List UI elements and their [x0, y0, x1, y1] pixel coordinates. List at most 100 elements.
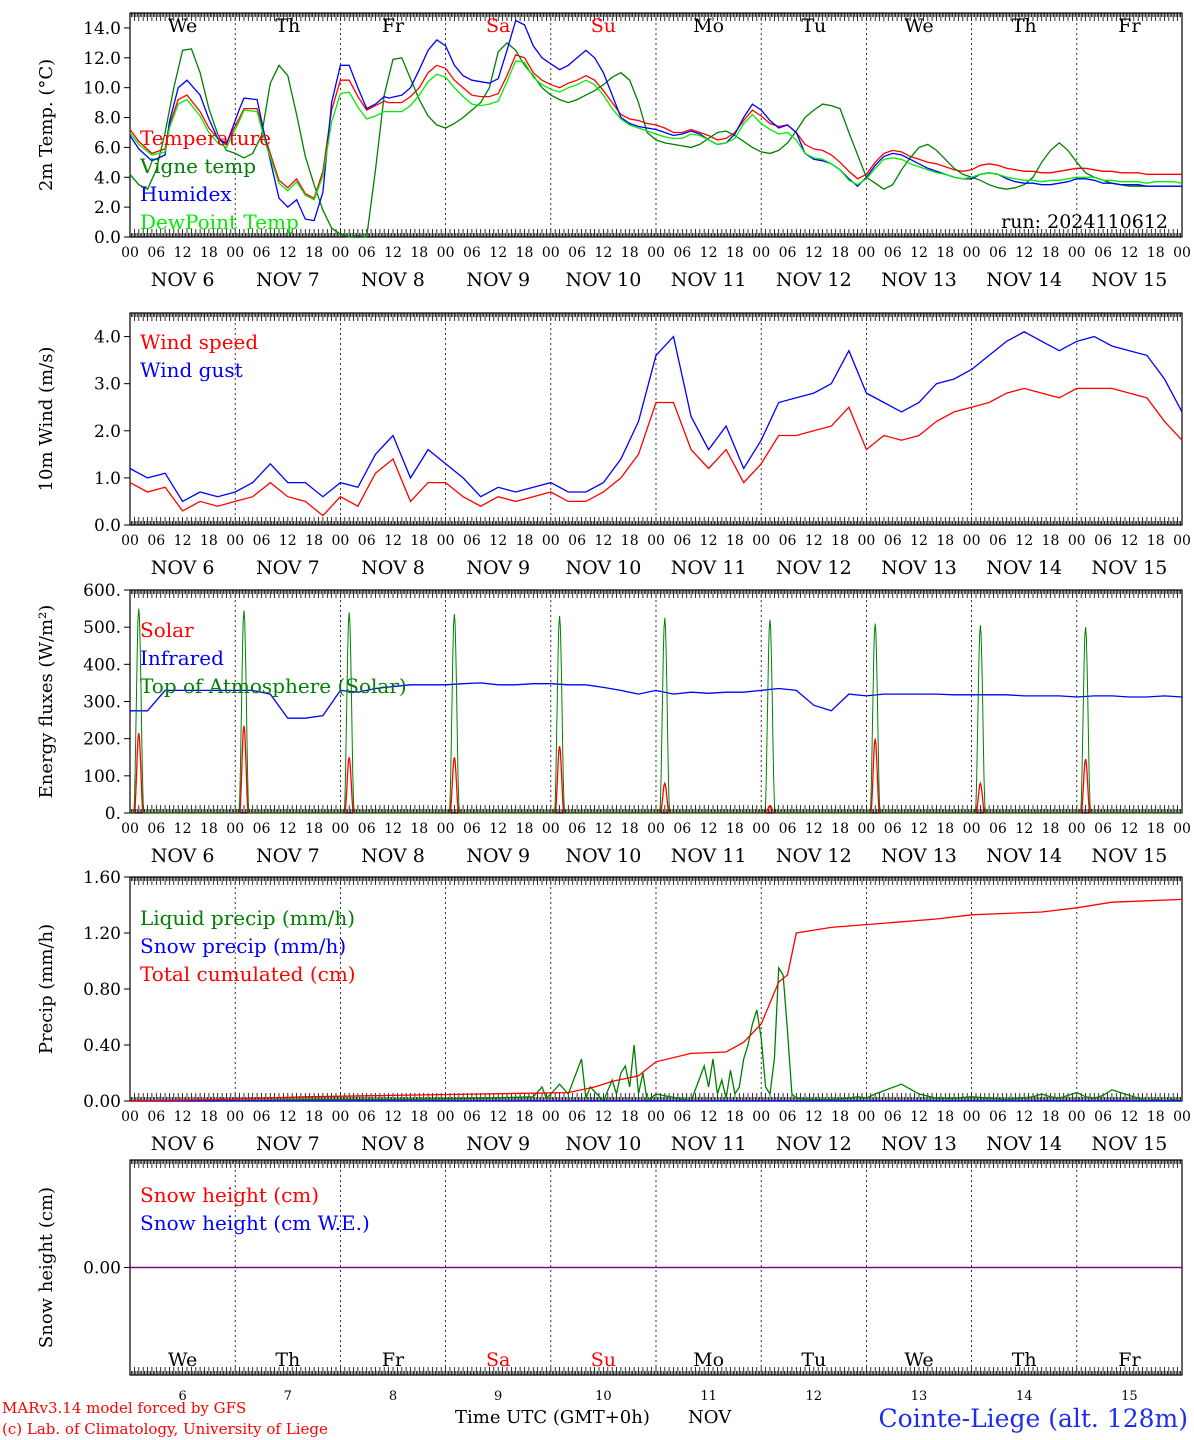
y-tick-label: 200. [83, 730, 121, 750]
hour-tick-label: 12 [489, 821, 507, 837]
hour-tick-label: 06 [253, 533, 271, 549]
hour-tick-label: 18 [1042, 821, 1060, 837]
hour-tick-label: 18 [726, 1109, 744, 1125]
hour-tick-label: 06 [779, 533, 797, 549]
hour-tick-label: 12 [279, 821, 297, 837]
hour-tick-label: 00 [1068, 821, 1086, 837]
hour-tick-label: 18 [621, 1109, 639, 1125]
hour-tick-label: 12 [279, 245, 297, 261]
hour-tick-label: 00 [647, 821, 665, 837]
hour-tick-label: 00 [857, 533, 875, 549]
hour-tick-label: 12 [910, 1109, 928, 1125]
hour-tick-label: 06 [147, 1109, 165, 1125]
hour-tick-label: 06 [568, 821, 586, 837]
date-label: NOV 13 [881, 269, 957, 291]
date-label: NOV 9 [466, 557, 530, 579]
y-axis-label: Energy fluxes (W/m²) [36, 605, 57, 799]
date-label: NOV 11 [671, 1133, 747, 1155]
date-label: NOV 15 [1091, 557, 1167, 579]
hour-tick-label: 12 [700, 245, 718, 261]
weekday-label-bottom: Th [275, 1349, 300, 1371]
hour-tick-label: 18 [410, 821, 428, 837]
hour-tick-label: 12 [1120, 245, 1138, 261]
legend-entry: Total cumulated (cm) [140, 962, 356, 986]
weekday-label-bottom: Su [591, 1349, 616, 1371]
legend-entry: Top of Atmosphere (Solar) [140, 674, 407, 698]
hour-tick-label: 00 [963, 821, 981, 837]
hour-tick-label: 12 [1120, 1109, 1138, 1125]
y-tick-label: 10.0 [83, 79, 121, 99]
legend-entry: Temperature [140, 126, 271, 150]
y-tick-label: 8.0 [94, 109, 121, 129]
hour-tick-label: 12 [910, 821, 928, 837]
weekday-label-bottom: Th [1012, 1349, 1037, 1371]
date-label: NOV 10 [565, 557, 641, 579]
y-tick-label: 0.0 [94, 516, 121, 536]
hour-tick-label: 18 [410, 245, 428, 261]
hour-tick-label: 00 [963, 533, 981, 549]
hour-tick-label: 12 [1015, 533, 1033, 549]
hour-tick-label: 12 [489, 533, 507, 549]
hour-tick-label: 06 [989, 1109, 1007, 1125]
date-label: NOV 8 [361, 845, 425, 867]
date-label: NOV 13 [881, 1133, 957, 1155]
hour-tick-label: 12 [174, 533, 192, 549]
y-tick-label: 14.0 [83, 19, 121, 39]
weekday-label-top: Tu [801, 15, 826, 37]
hour-tick-label: 06 [568, 245, 586, 261]
date-label: NOV 14 [986, 1133, 1062, 1155]
hour-tick-label: 00 [752, 1109, 770, 1125]
date-label: NOV 13 [881, 557, 957, 579]
y-tick-label: 2.0 [94, 422, 121, 442]
hour-tick-label: 00 [121, 1109, 139, 1125]
hour-tick-label: 12 [1015, 821, 1033, 837]
day-number-label: 10 [595, 1389, 612, 1404]
hour-tick-label: 06 [673, 533, 691, 549]
y-tick-label: 0.00 [83, 1259, 121, 1279]
hour-tick-label: 12 [594, 245, 612, 261]
date-label: NOV 12 [776, 1133, 852, 1155]
hour-tick-label: 18 [200, 1109, 218, 1125]
series-line-1 [130, 725, 1182, 814]
weekday-label-top: Mo [693, 15, 724, 37]
hour-tick-label: 06 [884, 821, 902, 837]
hour-tick-label: 18 [726, 821, 744, 837]
hour-tick-label: 00 [121, 821, 139, 837]
hour-tick-label: 00 [226, 1109, 244, 1125]
date-label: NOV 12 [776, 845, 852, 867]
y-tick-label: 2.0 [94, 198, 121, 218]
day-number-label: 12 [806, 1389, 823, 1404]
y-tick-label: 4.0 [94, 168, 121, 188]
hour-tick-label: 06 [147, 533, 165, 549]
hour-tick-label: 00 [542, 533, 560, 549]
hour-tick-label: 06 [673, 1109, 691, 1125]
legend-entry: Wind gust [140, 358, 243, 382]
date-label: NOV 7 [256, 557, 320, 579]
station-label: Cointe-Liege (alt. 128m) [879, 1404, 1188, 1433]
day-number-label: 6 [178, 1389, 186, 1404]
hour-tick-label: 06 [779, 821, 797, 837]
hour-tick-label: 06 [463, 821, 481, 837]
hour-tick-label: 12 [1120, 533, 1138, 549]
hour-tick-label: 06 [568, 533, 586, 549]
date-label: NOV 13 [881, 845, 957, 867]
hour-tick-label: 00 [1068, 533, 1086, 549]
y-tick-label: 300. [83, 693, 121, 713]
legend-entry: Vigne temp [139, 154, 256, 178]
date-label: NOV 7 [256, 269, 320, 291]
hour-tick-label: 00 [647, 1109, 665, 1125]
hour-tick-label: 00 [437, 245, 455, 261]
weekday-label-top: Th [275, 15, 300, 37]
hour-tick-label: 00 [752, 821, 770, 837]
hour-tick-label: 00 [1068, 245, 1086, 261]
hour-tick-label: 06 [884, 1109, 902, 1125]
hour-tick-label: 18 [200, 245, 218, 261]
legend-entry: Snow height (cm W.E.) [140, 1211, 370, 1235]
legend-entry: DewPoint Temp [140, 210, 299, 234]
hour-tick-label: 12 [594, 1109, 612, 1125]
hour-tick-label: 12 [384, 1109, 402, 1125]
weekday-label-bottom: We [904, 1349, 933, 1371]
hour-tick-label: 12 [384, 821, 402, 837]
hour-tick-label: 18 [936, 533, 954, 549]
hour-tick-label: 06 [463, 533, 481, 549]
